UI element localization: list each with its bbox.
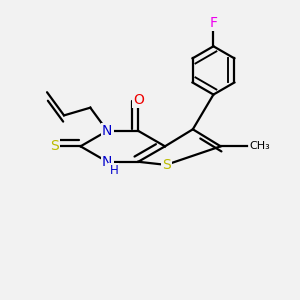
Text: CH₃: CH₃ bbox=[250, 141, 271, 151]
Text: O: O bbox=[133, 93, 144, 107]
Text: H: H bbox=[110, 164, 118, 176]
Text: S: S bbox=[162, 158, 170, 172]
Text: N: N bbox=[102, 124, 112, 138]
Text: N: N bbox=[102, 155, 112, 169]
Text: S: S bbox=[50, 139, 58, 153]
Text: F: F bbox=[209, 16, 217, 30]
